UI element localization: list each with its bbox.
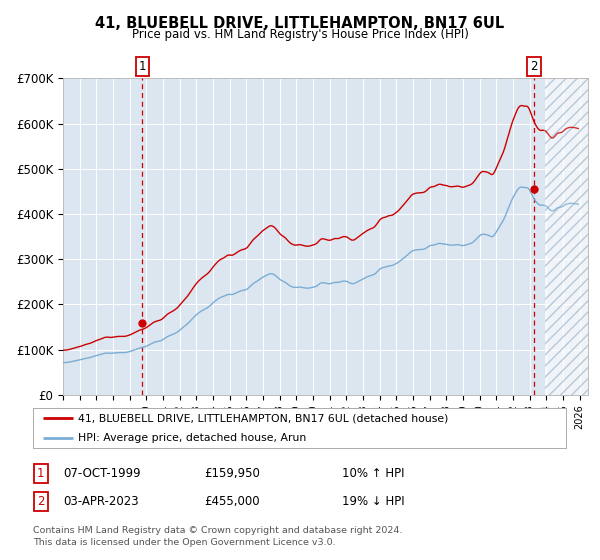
Text: 19% ↓ HPI: 19% ↓ HPI xyxy=(342,494,404,508)
Text: 1: 1 xyxy=(139,60,146,73)
Text: Contains HM Land Registry data © Crown copyright and database right 2024.
This d: Contains HM Land Registry data © Crown c… xyxy=(33,526,403,547)
Text: 03-APR-2023: 03-APR-2023 xyxy=(63,494,139,508)
Text: 10% ↑ HPI: 10% ↑ HPI xyxy=(342,466,404,480)
Text: HPI: Average price, detached house, Arun: HPI: Average price, detached house, Arun xyxy=(78,432,307,442)
Text: 2: 2 xyxy=(530,60,538,73)
Text: 41, BLUEBELL DRIVE, LITTLEHAMPTON, BN17 6UL: 41, BLUEBELL DRIVE, LITTLEHAMPTON, BN17 … xyxy=(95,16,505,31)
Text: 07-OCT-1999: 07-OCT-1999 xyxy=(63,466,140,480)
Text: £159,950: £159,950 xyxy=(204,466,260,480)
Text: 41, BLUEBELL DRIVE, LITTLEHAMPTON, BN17 6UL (detached house): 41, BLUEBELL DRIVE, LITTLEHAMPTON, BN17 … xyxy=(78,413,449,423)
Text: 1: 1 xyxy=(37,466,44,480)
Text: Price paid vs. HM Land Registry's House Price Index (HPI): Price paid vs. HM Land Registry's House … xyxy=(131,28,469,41)
Text: £455,000: £455,000 xyxy=(204,494,260,508)
Text: 2: 2 xyxy=(37,494,44,508)
Bar xyxy=(545,78,588,395)
